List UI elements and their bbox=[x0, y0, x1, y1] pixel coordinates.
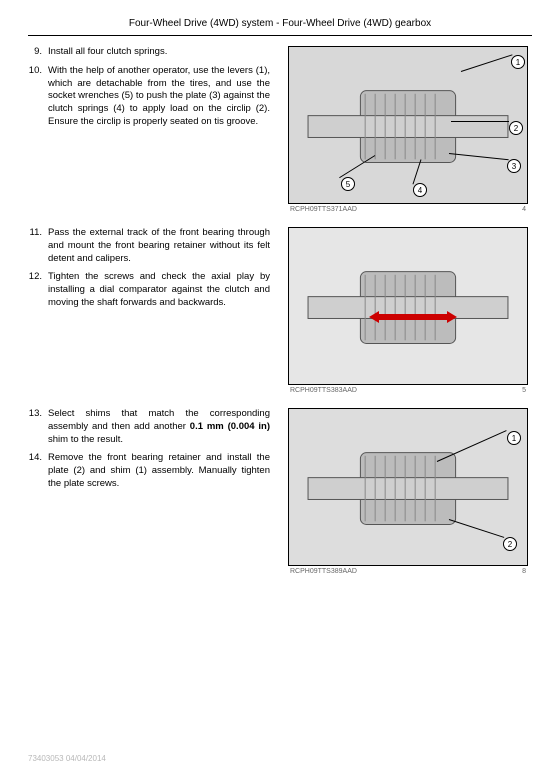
step-number: 13. bbox=[28, 408, 48, 446]
figure-column: 12RCPH09TTS389AAD8 bbox=[288, 408, 528, 575]
figure-seq: 5 bbox=[522, 387, 526, 394]
step-text: Select shims that match the correspondin… bbox=[48, 408, 270, 446]
step-text: Install all four clutch springs. bbox=[48, 46, 270, 59]
section: 13.Select shims that match the correspon… bbox=[28, 408, 532, 575]
callout-1: 1 bbox=[511, 55, 525, 69]
page-title: Four-Wheel Drive (4WD) system - Four-Whe… bbox=[28, 18, 532, 29]
figure-ref: RCPH09TTS389AAD bbox=[290, 568, 357, 575]
step-list: 11.Pass the external track of the front … bbox=[28, 227, 270, 310]
callout-leader bbox=[451, 121, 509, 122]
footer-doc: 73403053 04/04/2014 bbox=[28, 754, 106, 763]
figure bbox=[288, 227, 528, 385]
step-item: 10.With the help of another operator, us… bbox=[28, 65, 270, 129]
step-list: 9.Install all four clutch springs.10.Wit… bbox=[28, 46, 270, 129]
direction-arrow-body bbox=[379, 314, 447, 320]
step-number: 10. bbox=[28, 65, 48, 129]
callout-1: 1 bbox=[507, 431, 521, 445]
section: 11.Pass the external track of the front … bbox=[28, 227, 532, 394]
page-footer: 73403053 04/04/2014 bbox=[28, 754, 532, 763]
step-list: 13.Select shims that match the correspon… bbox=[28, 408, 270, 491]
callout-2: 2 bbox=[503, 537, 517, 551]
figure-ref: RCPH09TTS383AAD bbox=[290, 387, 357, 394]
figure-column: 1 2 3 5 4 RCPH09TTS371AAD 4 bbox=[288, 46, 528, 213]
text-column: 13.Select shims that match the correspon… bbox=[28, 408, 270, 497]
step-text: Remove the front bearing retainer and in… bbox=[48, 452, 270, 490]
figure-seq: 4 bbox=[522, 206, 526, 213]
figure-caption: RCPH09TTS371AAD 4 bbox=[288, 204, 528, 213]
step-item: 13.Select shims that match the correspon… bbox=[28, 408, 270, 446]
header-rule bbox=[28, 35, 532, 36]
callout-3: 3 bbox=[507, 159, 521, 173]
figure-caption: RCPH09TTS383AAD 5 bbox=[288, 385, 528, 394]
figure-column: RCPH09TTS383AAD 5 bbox=[288, 227, 528, 394]
step-item: 9.Install all four clutch springs. bbox=[28, 46, 270, 59]
figure-ref: RCPH09TTS371AAD bbox=[290, 206, 357, 213]
figure: 1 2 3 5 4 bbox=[288, 46, 528, 204]
figure-seq: 8 bbox=[522, 568, 526, 575]
callout-4: 4 bbox=[413, 183, 427, 197]
step-number: 11. bbox=[28, 227, 48, 265]
section: 9.Install all four clutch springs.10.Wit… bbox=[28, 46, 532, 213]
step-item: 12.Tighten the screws and check the axia… bbox=[28, 271, 270, 309]
callout-2: 2 bbox=[509, 121, 523, 135]
step-item: 14.Remove the front bearing retainer and… bbox=[28, 452, 270, 490]
step-number: 14. bbox=[28, 452, 48, 490]
step-number: 12. bbox=[28, 271, 48, 309]
step-number: 9. bbox=[28, 46, 48, 59]
figure-caption: RCPH09TTS389AAD 8 bbox=[288, 566, 528, 575]
text-column: 9.Install all four clutch springs.10.Wit… bbox=[28, 46, 270, 135]
direction-arrow-left bbox=[369, 311, 379, 323]
text-column: 11.Pass the external track of the front … bbox=[28, 227, 270, 316]
page-content: 9.Install all four clutch springs.10.Wit… bbox=[28, 46, 532, 575]
callout-5: 5 bbox=[341, 177, 355, 191]
direction-arrow-right bbox=[447, 311, 457, 323]
step-item: 11.Pass the external track of the front … bbox=[28, 227, 270, 265]
step-text: Tighten the screws and check the axial p… bbox=[48, 271, 270, 309]
figure: 12 bbox=[288, 408, 528, 566]
step-text: With the help of another operator, use t… bbox=[48, 65, 270, 129]
step-text: Pass the external track of the front bea… bbox=[48, 227, 270, 265]
